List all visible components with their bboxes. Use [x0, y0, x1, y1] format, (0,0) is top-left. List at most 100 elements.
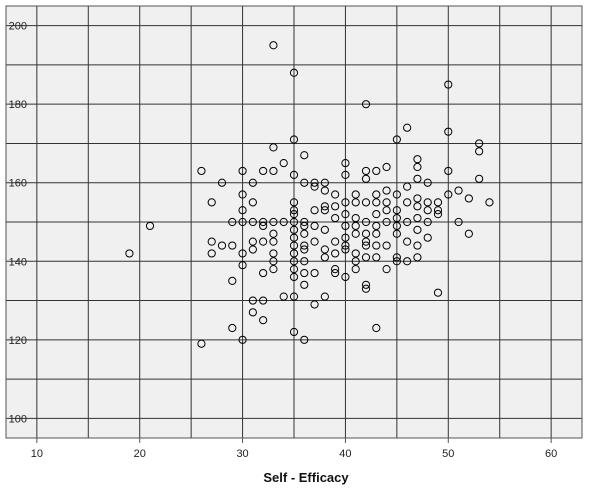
data-point	[289, 272, 299, 282]
data-point	[248, 178, 257, 187]
data-point	[289, 170, 299, 179]
data-point	[423, 178, 432, 187]
data-point	[372, 323, 381, 333]
x-tick-label: 60	[545, 448, 557, 460]
data-point	[392, 206, 401, 215]
data-point	[269, 265, 278, 274]
data-point	[372, 221, 381, 231]
data-point	[331, 237, 340, 246]
data-point	[454, 217, 463, 227]
data-point	[413, 194, 422, 203]
data-point	[300, 221, 309, 231]
data-point	[433, 210, 443, 219]
data-point	[289, 206, 299, 215]
data-point	[331, 190, 340, 199]
data-point	[259, 166, 268, 176]
data-point	[310, 182, 319, 191]
data-point	[310, 300, 319, 309]
data-point	[310, 237, 319, 246]
plot-frame	[5, 5, 583, 439]
data-point	[300, 257, 309, 266]
data-point	[392, 253, 401, 262]
data-point	[444, 127, 453, 136]
data-point	[269, 229, 278, 238]
data-point	[259, 237, 268, 246]
data-point	[331, 249, 340, 258]
data-point	[320, 245, 329, 254]
data-point	[403, 198, 412, 207]
data-point	[464, 229, 473, 238]
data-point	[392, 257, 401, 266]
data-point	[392, 229, 401, 238]
data-point	[382, 265, 391, 274]
y-tick-label: 200	[9, 21, 27, 33]
data-point	[228, 241, 237, 250]
data-point	[259, 296, 268, 305]
x-axis-title: Self - Efficacy	[263, 470, 349, 485]
data-point	[372, 229, 381, 238]
data-point	[351, 221, 360, 231]
data-point	[351, 190, 360, 199]
data-point	[423, 233, 432, 242]
data-point	[300, 268, 309, 278]
data-point	[300, 151, 309, 160]
x-axis-ticks: 10 20 30 40 50 60	[31, 438, 557, 460]
data-point	[392, 221, 401, 231]
data-point	[320, 186, 329, 195]
data-point	[433, 288, 443, 297]
data-point	[248, 296, 257, 305]
data-point	[248, 237, 257, 246]
data-point	[444, 166, 453, 176]
data-points	[125, 41, 494, 348]
data-point	[289, 225, 299, 234]
data-point	[433, 198, 443, 207]
data-point	[392, 135, 401, 144]
data-point	[248, 245, 257, 254]
data-point	[320, 178, 329, 187]
x-tick-label: 40	[339, 448, 351, 460]
data-point	[300, 229, 309, 238]
data-point	[269, 257, 278, 266]
data-point	[372, 198, 381, 207]
data-point	[279, 292, 288, 301]
data-point	[341, 221, 350, 231]
x-tick-label: 10	[31, 448, 43, 460]
data-point	[444, 80, 453, 89]
data-point	[320, 253, 329, 262]
data-point	[341, 170, 350, 179]
data-point	[248, 198, 257, 207]
data-point	[372, 253, 381, 262]
data-point	[248, 308, 257, 317]
data-point	[361, 284, 371, 293]
data-point	[310, 221, 319, 231]
data-point	[207, 198, 216, 207]
data-point	[403, 182, 412, 191]
data-point	[413, 155, 422, 164]
data-point	[279, 158, 288, 168]
data-point	[331, 268, 340, 278]
data-point	[269, 249, 278, 258]
data-point	[351, 265, 360, 274]
data-point	[331, 265, 340, 274]
y-tick-label: 120	[9, 335, 27, 347]
data-point	[320, 202, 329, 211]
x-tick-label: 50	[442, 448, 454, 460]
data-point	[361, 166, 371, 176]
data-point	[197, 166, 206, 176]
data-point	[361, 241, 371, 250]
data-point	[413, 162, 422, 172]
data-point	[259, 217, 268, 227]
y-tick-label: 160	[9, 178, 27, 190]
data-point	[403, 217, 412, 227]
data-point	[248, 217, 257, 227]
data-point	[341, 272, 350, 282]
data-point	[392, 213, 401, 223]
data-point	[289, 249, 299, 258]
data-point	[217, 178, 227, 187]
data-point	[361, 229, 371, 238]
data-point	[289, 68, 299, 77]
data-point	[341, 158, 350, 168]
data-point	[300, 245, 309, 254]
